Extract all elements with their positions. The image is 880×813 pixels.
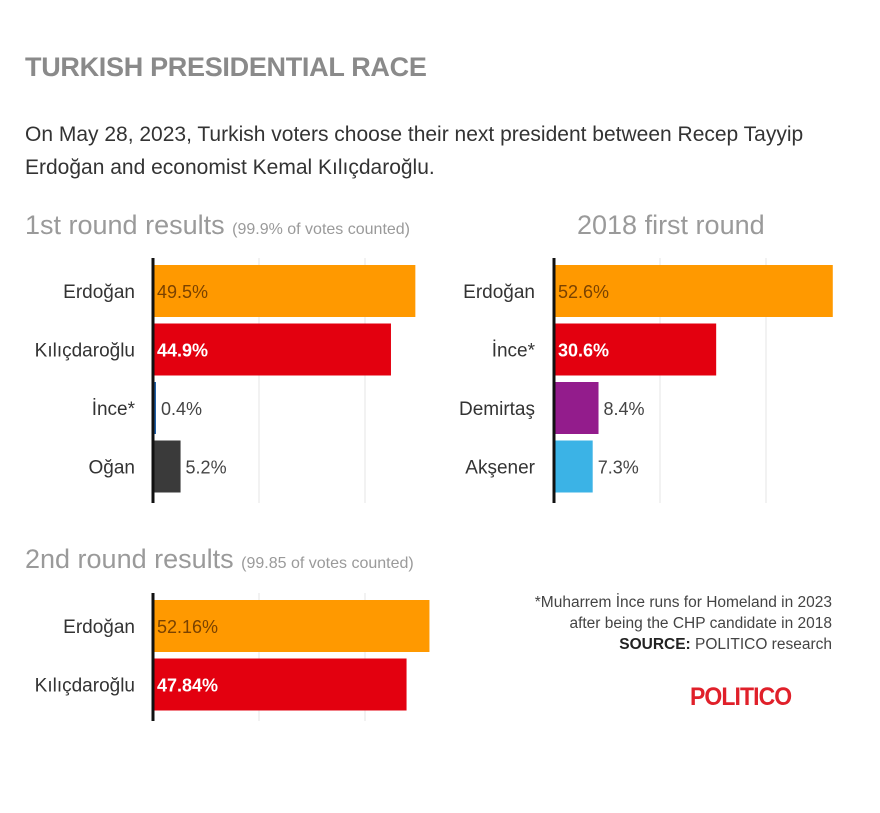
chart-2018-first-round: Erdoğan 52.6% İnce* 30.6% Demirtaş 8.4% Akşene… [459, 258, 833, 503]
page-title: TURKISH PRESIDENTIAL RACE [25, 52, 427, 82]
chart-subtitle: (99.9% of votes counted) [232, 221, 411, 238]
chart-second-round: Erdoğan 52.16% Kılıçdaroğlu 47.84% [35, 593, 430, 721]
bar [153, 440, 181, 493]
category-label: Erdoğan [463, 282, 535, 303]
chart-title-text: 1st round results [25, 210, 225, 240]
category-label: Erdoğan [63, 617, 135, 638]
chart-first-round: Erdoğan 49.5% Kılıçdaroğlu 44.9% İnce* 0.4% Oğ… [35, 258, 416, 503]
bar [554, 323, 717, 376]
chart-title-first-round: 1st round results (99.9% of votes counte… [25, 210, 410, 241]
value-label: 52.6% [558, 282, 609, 302]
value-label: 8.4% [604, 399, 645, 419]
politico-logo: POLITICO [690, 683, 792, 711]
value-label: 44.9% [157, 341, 208, 361]
category-label: Demirtaş [459, 399, 535, 420]
category-label: İnce* [92, 399, 136, 420]
value-label: 52.16% [157, 617, 218, 637]
chart-title-2018: 2018 first round [577, 210, 765, 241]
bar [554, 382, 599, 434]
category-label: İnce* [492, 341, 536, 362]
category-label: Akşener [465, 458, 535, 479]
source-label: SOURCE: [619, 636, 691, 653]
category-label: Erdoğan [63, 282, 135, 303]
bar [153, 265, 416, 317]
bar [153, 658, 407, 711]
category-label: Oğan [89, 458, 135, 479]
value-label: 30.6% [558, 341, 609, 361]
source-text: POLITICO research [695, 636, 832, 653]
footnote: *Muharrem İnce runs for Homeland in 2023… [535, 592, 832, 655]
category-label: Kılıçdaroğlu [35, 676, 135, 697]
chart-subtitle: (99.85 of votes counted) [241, 555, 414, 572]
bar [153, 600, 430, 652]
source-line: SOURCE: POLITICO research [535, 634, 832, 655]
footnote-line: *Muharrem İnce runs for Homeland in 2023 [534, 594, 832, 611]
chart-title-text: 2nd round results [25, 544, 234, 574]
category-label: Kılıçdaroğlu [35, 341, 135, 362]
value-label: 49.5% [157, 282, 208, 302]
value-label: 0.4% [161, 399, 202, 419]
chart-title-second-round: 2nd round results (99.85 of votes counte… [25, 544, 414, 575]
bar [554, 440, 593, 493]
chart-title-text: 2018 first round [577, 210, 765, 240]
value-label: 5.2% [186, 458, 227, 478]
value-label: 7.3% [598, 458, 639, 478]
intro-text: On May 28, 2023, Turkish voters choose t… [25, 123, 804, 179]
bar [554, 265, 833, 317]
footnote-line: after being the CHP candidate in 2018 [569, 615, 832, 632]
value-label: 47.84% [157, 676, 218, 696]
bar [153, 323, 391, 376]
